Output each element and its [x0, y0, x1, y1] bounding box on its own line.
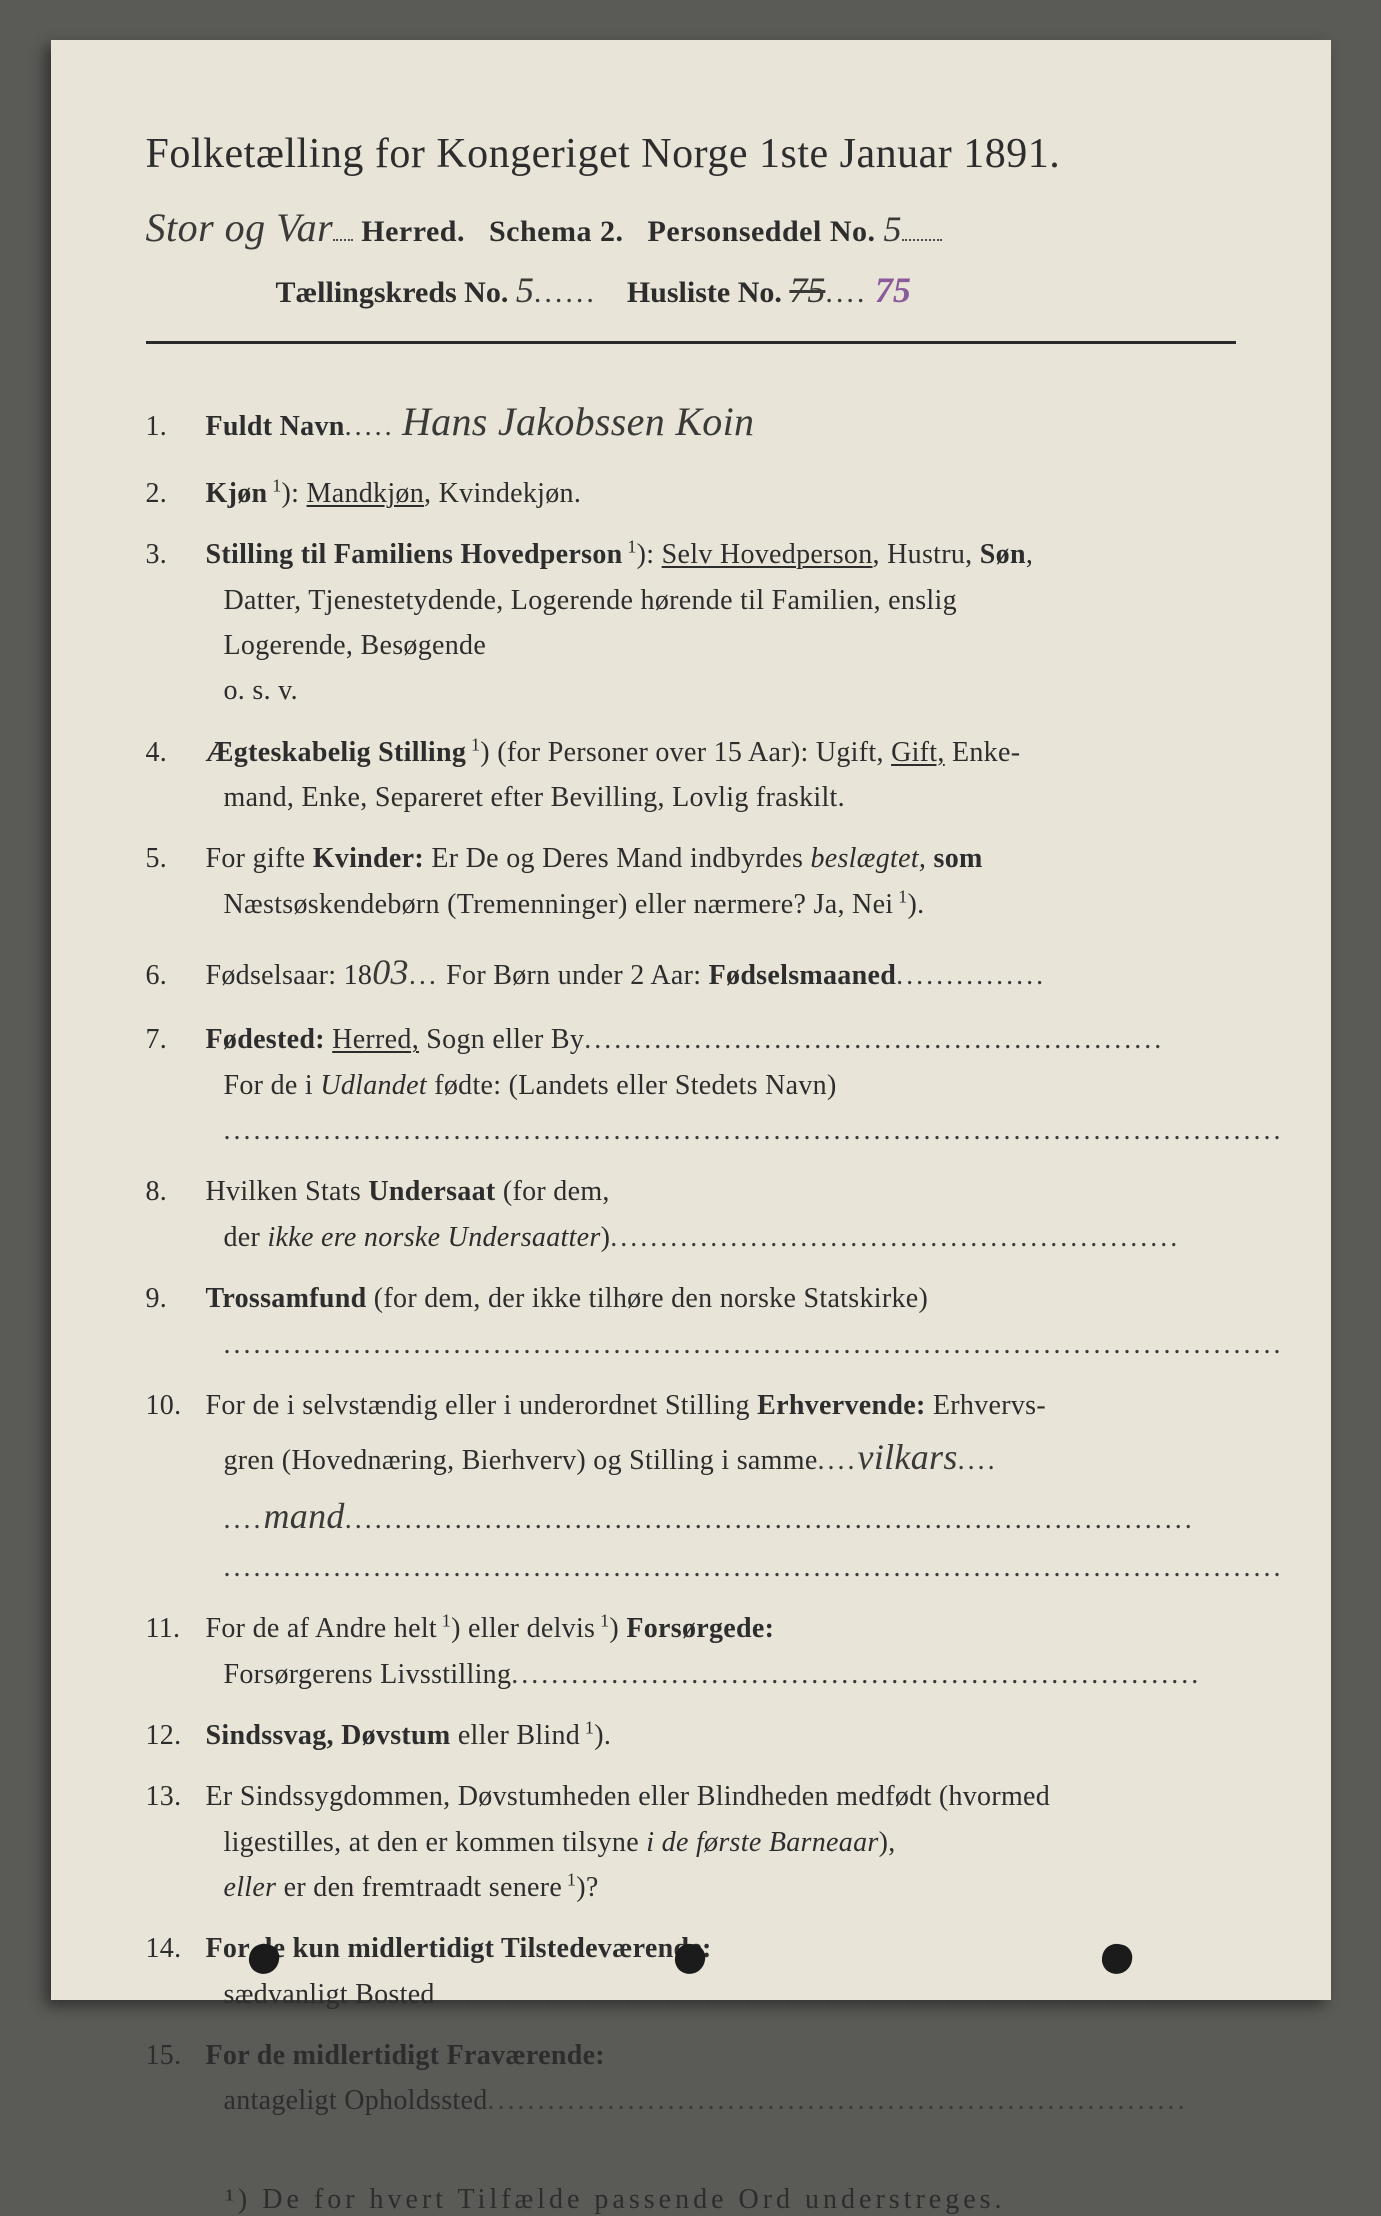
footnote-ref: 1 — [595, 1611, 609, 1631]
kreds-no: 5 — [516, 270, 534, 310]
item-number: 13. — [146, 1774, 206, 1819]
item-5-line2: Næstsøskendebørn (Tremenninger) eller næ… — [224, 889, 894, 920]
item-label: Fuldt Navn — [206, 411, 345, 442]
dotted-fill: ...... — [534, 276, 597, 309]
footnote-ref: 1 — [437, 1611, 451, 1631]
birthyear-handwritten: 03 — [372, 952, 409, 992]
occupation-hw-1: vilkars — [858, 1437, 958, 1477]
item-3-line4: o. s. v. — [224, 675, 298, 706]
item-number: 14. — [146, 1926, 206, 1971]
item-3-line3: Logerende, Besøgende — [224, 630, 487, 661]
herred-handwritten: Stor og Var — [146, 205, 334, 250]
item-number: 7. — [146, 1017, 206, 1062]
footnote-text: De for hvert Tilfælde passende Ord under… — [262, 2184, 1005, 2215]
item-12: 12.Sindssvag, Døvstum eller Blind 1). — [146, 1713, 1236, 1758]
occupation-hw-2: mand — [264, 1496, 345, 1536]
item-number: 15. — [146, 2033, 206, 2078]
item-4-line2: mand, Enke, Separeret efter Bevilling, L… — [224, 782, 845, 813]
item-1: 1.Fuldt Navn..... Hans Jakobssen Koin — [146, 390, 1236, 455]
item-9: 9.Trossamfund (for dem, der ikke tilhøre… — [146, 1276, 1236, 1367]
dotted-fill — [902, 239, 942, 241]
item-14: 14.For de kun midlertidigt Tilstedeværen… — [146, 1926, 1236, 2017]
selected-option: Mandkjøn — [307, 478, 425, 509]
item-13: 13.Er Sindssygdommen, Døvstumheden eller… — [146, 1774, 1236, 1910]
dotted-line: ........................................… — [224, 1552, 1284, 1583]
item-2: 2.Kjøn 1): Mandkjøn, Kvindekjøn. — [146, 471, 1236, 516]
footnote-ref: 1 — [893, 886, 907, 906]
item-number: 11. — [146, 1606, 206, 1651]
selected-option: Gift, — [891, 737, 945, 768]
dotted-line: ........................................… — [224, 1329, 1284, 1360]
item-number: 8. — [146, 1169, 206, 1214]
item-label: Ægteskabelig Stilling — [206, 737, 467, 768]
item-label: Kjøn — [206, 478, 268, 509]
footnote-ref: 1 — [267, 475, 281, 495]
header-line-1: Stor og Var Herred. Schema 2. Personsedd… — [146, 204, 1236, 251]
item-5: 5.For gifte Kvinder: Er De og Deres Mand… — [146, 836, 1236, 927]
item-8: 8.Hvilken Stats Undersaat (for dem, der … — [146, 1169, 1236, 1260]
selected-option: Selv Hovedperson — [662, 539, 873, 570]
item-3: 3.Stilling til Familiens Hovedperson 1):… — [146, 532, 1236, 713]
item-11: 11.For de af Andre helt 1) eller delvis … — [146, 1606, 1236, 1697]
husliste-label: Husliste No. — [627, 276, 782, 309]
item-10: 10.For de i selvstændig eller i underord… — [146, 1383, 1236, 1590]
item-15: 15.For de midlertidigt Fraværende: antag… — [146, 2033, 1236, 2124]
census-form-page: Folketælling for Kongeriget Norge 1ste J… — [51, 40, 1331, 2000]
herred-label: Herred. — [361, 215, 465, 248]
husliste-no-purple: 75 — [875, 270, 911, 310]
item-6: 6.Fødselsaar: 1803... For Børn under 2 A… — [146, 943, 1236, 1001]
page-title: Folketælling for Kongeriget Norge 1ste J… — [146, 130, 1236, 178]
personseddel-no: 5 — [884, 209, 903, 249]
dotted-fill — [333, 239, 353, 241]
footnote-ref: 1 — [623, 537, 637, 557]
personseddel-label: Personseddel No. — [648, 215, 876, 248]
item-label: Stilling til Familiens Hovedperson — [206, 539, 623, 570]
dotted-line: ........................................… — [224, 1115, 1284, 1146]
item-number: 10. — [146, 1383, 206, 1428]
name-handwritten: Hans Jakobssen Koin — [402, 399, 754, 444]
item-number: 1. — [146, 404, 206, 449]
divider-rule — [146, 341, 1236, 344]
husliste-no-struck: 75 — [789, 270, 825, 310]
item-number: 6. — [146, 953, 206, 998]
item-7: 7.Fødested: Herred, Sogn eller By.......… — [146, 1017, 1236, 1153]
item-number: 9. — [146, 1276, 206, 1321]
schema-label: Schema 2. — [489, 215, 624, 248]
kreds-label: Tællingskreds No. — [276, 276, 509, 309]
footnote-ref: 1 — [580, 1718, 594, 1738]
footnote-marker: ¹) — [226, 2184, 252, 2215]
item-number: 5. — [146, 836, 206, 881]
item-number: 12. — [146, 1713, 206, 1758]
item-number: 3. — [146, 532, 206, 577]
form-items-list: 1.Fuldt Navn..... Hans Jakobssen Koin 2.… — [146, 390, 1236, 2124]
footnote: ¹) De for hvert Tilfælde passende Ord un… — [146, 2184, 1236, 2216]
item-number: 2. — [146, 471, 206, 516]
selected-option: Herred, — [332, 1024, 419, 1055]
dotted-fill: .... — [825, 276, 867, 309]
footnote-ref: 1 — [562, 1870, 576, 1890]
item-3-line2: Datter, Tjenestetydende, Logerende høren… — [224, 585, 957, 616]
item-number: 4. — [146, 730, 206, 775]
item-4: 4.Ægteskabelig Stilling 1) (for Personer… — [146, 730, 1236, 821]
footnote-ref: 1 — [466, 734, 480, 754]
header-line-2: Tællingskreds No. 5...... Husliste No. 7… — [276, 269, 1236, 311]
